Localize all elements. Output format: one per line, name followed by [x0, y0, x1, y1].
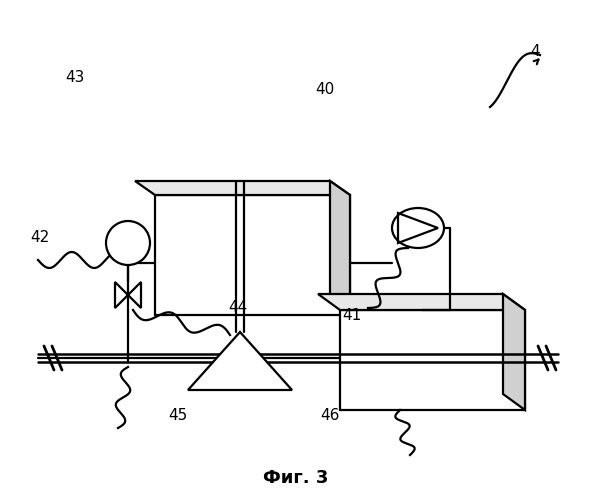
Polygon shape	[115, 282, 141, 308]
Text: 43: 43	[65, 70, 85, 86]
Polygon shape	[155, 195, 350, 315]
Ellipse shape	[392, 208, 444, 248]
Polygon shape	[188, 332, 292, 390]
Text: 44: 44	[228, 300, 247, 314]
Polygon shape	[318, 294, 525, 310]
Text: 41: 41	[342, 308, 361, 322]
Polygon shape	[135, 181, 350, 195]
Text: 46: 46	[320, 408, 339, 422]
Circle shape	[106, 221, 150, 265]
Text: 40: 40	[315, 82, 334, 98]
Text: 42: 42	[30, 230, 49, 246]
Polygon shape	[503, 294, 525, 410]
Polygon shape	[330, 181, 350, 315]
Polygon shape	[340, 310, 525, 410]
Text: 4: 4	[530, 44, 540, 60]
Text: 45: 45	[168, 408, 187, 422]
Text: Фиг. 3: Фиг. 3	[263, 469, 329, 487]
